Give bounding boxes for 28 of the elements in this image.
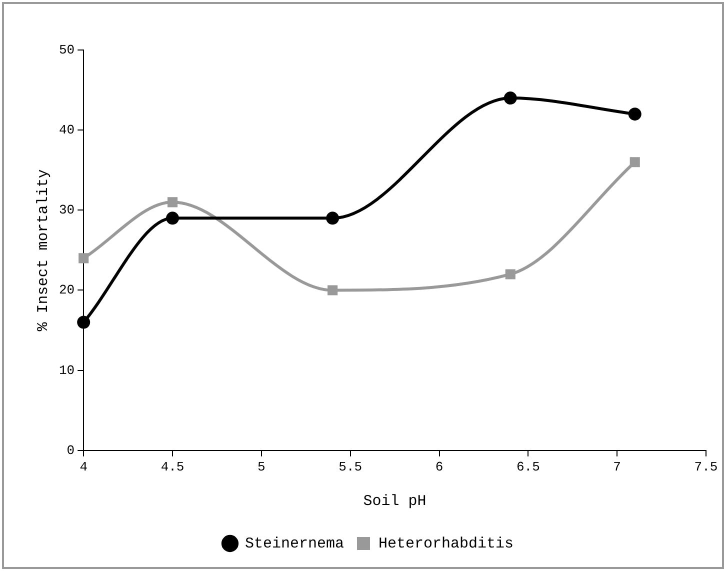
x-tick-label: 7	[613, 460, 621, 475]
x-axis-title: Soil pH	[363, 492, 426, 510]
point	[167, 197, 178, 208]
y-tick-label: 30	[58, 202, 75, 218]
point	[326, 212, 340, 225]
y-tick-label: 20	[58, 282, 75, 298]
y-tick-label: 50	[58, 42, 75, 58]
point	[166, 212, 180, 225]
y-tick-label: 40	[58, 122, 75, 138]
legend-label: Heterorhabditis	[378, 535, 514, 552]
x-tick-label: 5.5	[338, 460, 362, 475]
x-tick-label: 6.5	[516, 460, 540, 475]
y-tick-label: 10	[58, 362, 75, 378]
x-tick-label: 5	[258, 460, 266, 475]
x-tick-label: 7.5	[694, 460, 718, 475]
y-axis-title: % Insect mortality	[34, 169, 52, 332]
point	[328, 285, 338, 296]
x-tick-label: 4	[80, 460, 88, 475]
x-tick-label: 6	[435, 460, 444, 475]
point	[77, 316, 90, 329]
x-tick-label: 4.5	[160, 460, 184, 475]
point	[504, 92, 517, 105]
legend-label: Steinernema	[244, 535, 344, 552]
point	[78, 253, 89, 264]
y-tick-label: 0	[66, 442, 75, 458]
point	[628, 108, 642, 121]
point	[505, 269, 516, 280]
point	[630, 157, 640, 168]
